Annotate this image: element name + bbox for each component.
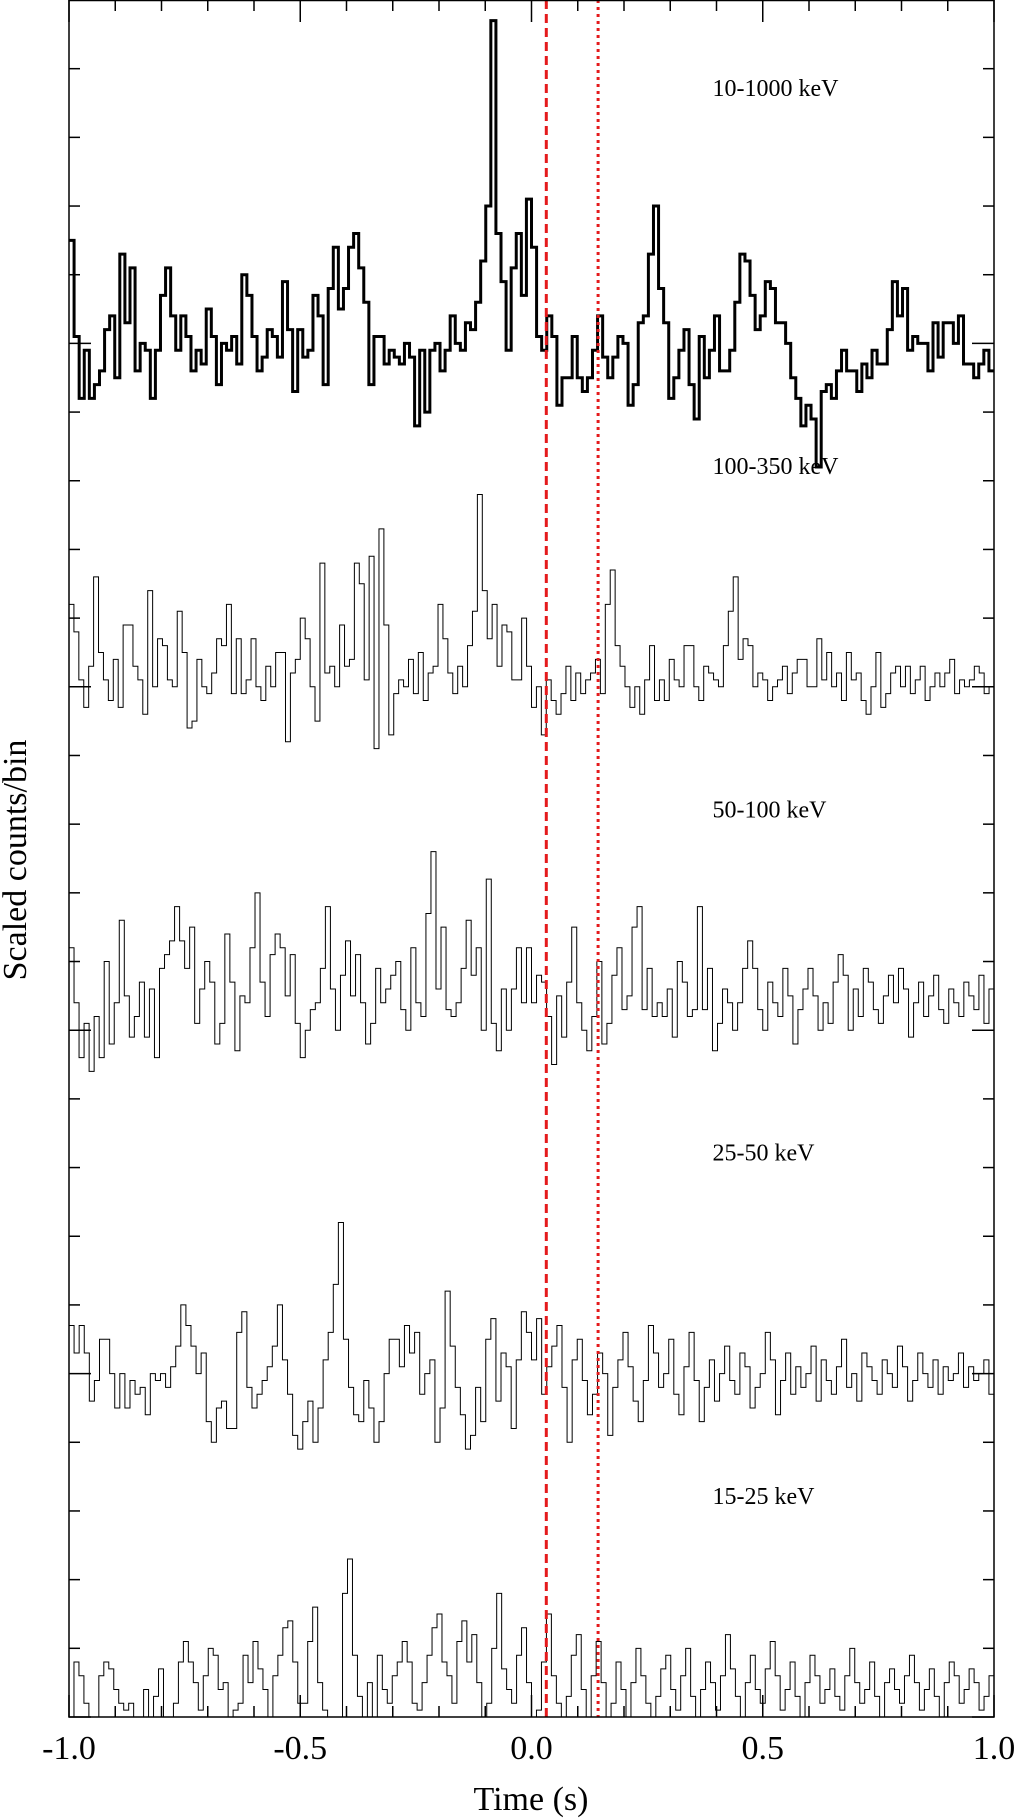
series-line-1 bbox=[69, 494, 994, 750]
band-label-2: 50-100 keV bbox=[713, 797, 828, 823]
plot-frame-rect bbox=[68, 0, 995, 1718]
x-tick-label: 1.0 bbox=[973, 1730, 1016, 1767]
series-line-0 bbox=[69, 19, 994, 469]
series-line-3 bbox=[69, 1222, 994, 1450]
band-label-4: 15-25 keV bbox=[713, 1484, 816, 1510]
reference-lines bbox=[544, 0, 600, 1717]
plot-frame bbox=[68, 0, 995, 1718]
y-axis-title: Scaled counts/bin bbox=[0, 740, 34, 981]
band-labels: 10-1000 keV 100-350 keV 50-100 keV 25-50 ke… bbox=[713, 76, 840, 1510]
band-label-3: 25-50 keV bbox=[713, 1141, 816, 1167]
series-layer bbox=[69, 19, 994, 1717]
series-line-4 bbox=[73, 1558, 994, 1717]
x-tick-label: 0.0 bbox=[510, 1730, 553, 1767]
x-tick-label: 0.5 bbox=[742, 1730, 785, 1767]
band-label-1: 100-350 keV bbox=[713, 454, 840, 480]
x-axis-title: Time (s) bbox=[474, 1781, 589, 1818]
band-label-0: 10-1000 keV bbox=[713, 76, 840, 102]
x-tick-label: -1.0 bbox=[42, 1730, 96, 1767]
series-line-2 bbox=[69, 851, 994, 1072]
axis-ticks: -1.0 -0.5 0.0 0.5 1.0 bbox=[42, 0, 1015, 1767]
x-tick-label: -0.5 bbox=[273, 1730, 327, 1767]
